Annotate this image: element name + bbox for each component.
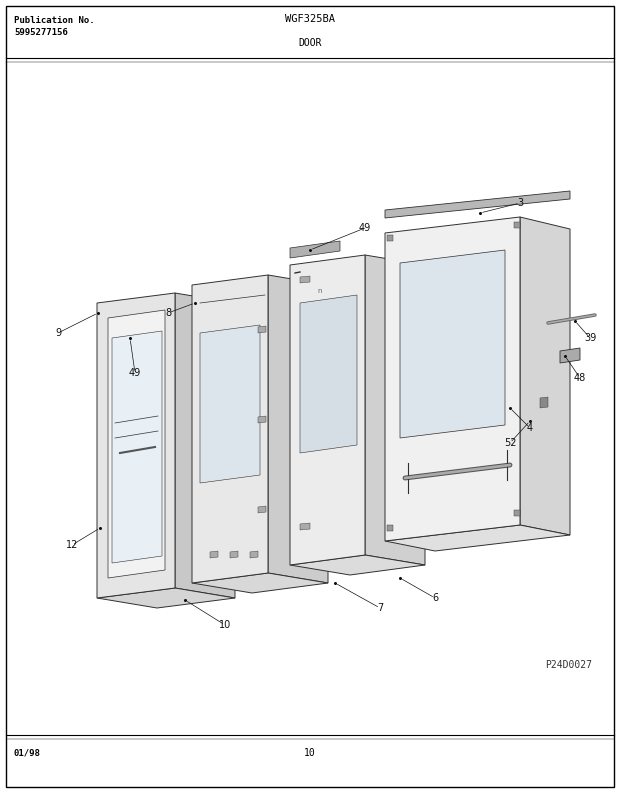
- Polygon shape: [560, 348, 580, 363]
- Text: 48: 48: [574, 373, 586, 383]
- Text: 49: 49: [129, 368, 141, 378]
- Polygon shape: [97, 588, 235, 608]
- Polygon shape: [200, 325, 260, 483]
- Polygon shape: [250, 551, 258, 558]
- Polygon shape: [258, 416, 266, 423]
- Polygon shape: [268, 275, 328, 583]
- Polygon shape: [210, 551, 218, 558]
- Polygon shape: [108, 310, 165, 578]
- Text: 12: 12: [66, 540, 78, 550]
- Text: 01/98: 01/98: [14, 748, 41, 757]
- Text: 4: 4: [527, 423, 533, 433]
- Text: 3: 3: [517, 198, 523, 208]
- Polygon shape: [540, 397, 548, 408]
- Polygon shape: [192, 275, 268, 583]
- Polygon shape: [290, 555, 425, 575]
- Text: DOOR: DOOR: [298, 38, 322, 48]
- Polygon shape: [97, 293, 175, 598]
- Text: 10: 10: [304, 748, 316, 758]
- Polygon shape: [385, 191, 570, 218]
- Text: 52: 52: [503, 438, 516, 448]
- Text: eReplacementParts.com: eReplacementParts.com: [250, 395, 370, 405]
- Polygon shape: [520, 217, 570, 535]
- Polygon shape: [192, 573, 328, 593]
- Polygon shape: [290, 241, 340, 258]
- Polygon shape: [400, 250, 505, 438]
- Polygon shape: [175, 293, 235, 598]
- Polygon shape: [365, 255, 425, 565]
- Text: 39: 39: [584, 333, 596, 343]
- Text: 49: 49: [359, 223, 371, 233]
- Polygon shape: [290, 255, 365, 565]
- Text: 9: 9: [55, 328, 61, 338]
- Polygon shape: [514, 222, 520, 228]
- Text: 7: 7: [377, 603, 383, 613]
- Text: n: n: [317, 288, 322, 294]
- Polygon shape: [300, 295, 357, 453]
- Polygon shape: [300, 523, 310, 530]
- Polygon shape: [387, 235, 393, 241]
- Text: P24D0027: P24D0027: [545, 660, 592, 670]
- Polygon shape: [385, 217, 520, 541]
- Text: 5995277156: 5995277156: [14, 28, 68, 37]
- Text: 10: 10: [219, 620, 231, 630]
- Text: WGF325BA: WGF325BA: [285, 14, 335, 24]
- Text: 6: 6: [432, 593, 438, 603]
- Polygon shape: [300, 276, 310, 283]
- Text: 8: 8: [165, 308, 171, 318]
- Polygon shape: [385, 525, 570, 551]
- Polygon shape: [230, 551, 238, 558]
- Polygon shape: [258, 506, 266, 513]
- Polygon shape: [387, 525, 393, 531]
- Polygon shape: [514, 510, 520, 516]
- Polygon shape: [112, 331, 162, 563]
- Polygon shape: [258, 326, 266, 333]
- Text: Publication No.: Publication No.: [14, 16, 95, 25]
